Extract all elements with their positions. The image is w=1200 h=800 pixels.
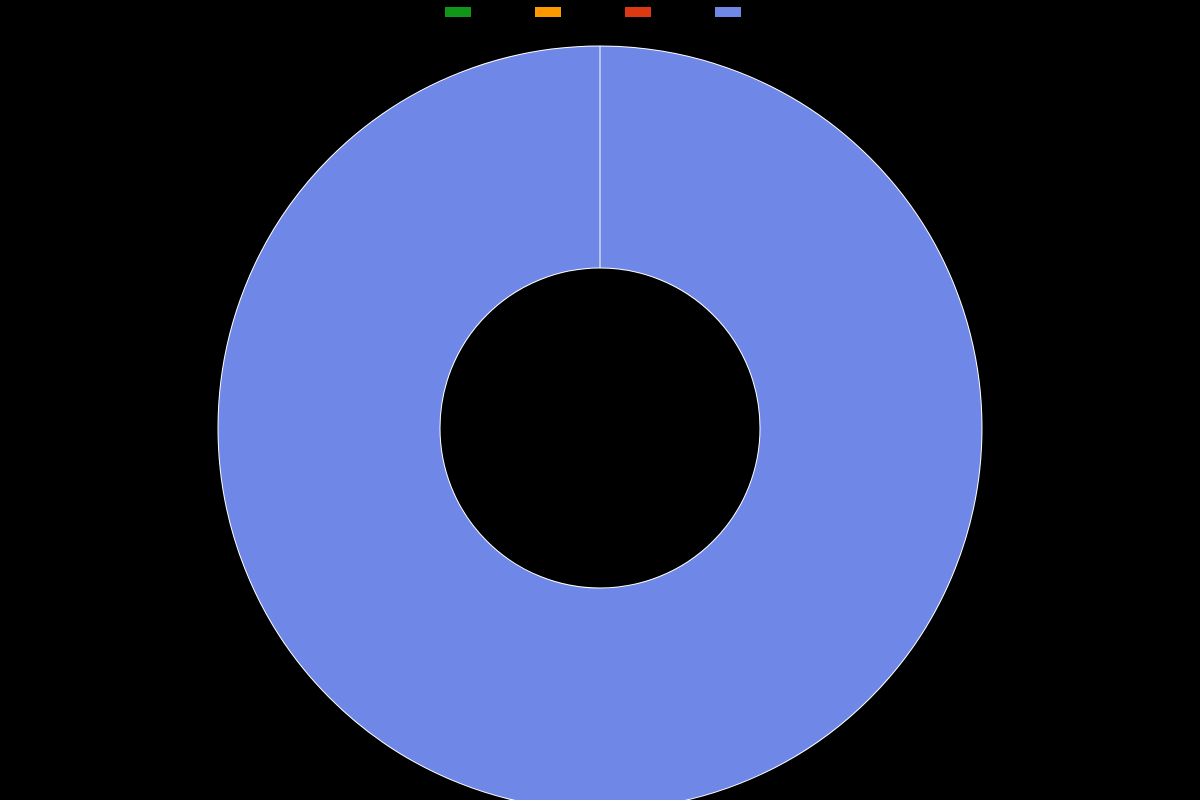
donut-chart [0, 14, 1200, 800]
donut-chart-wrap [0, 28, 1200, 800]
chart-container [0, 0, 1200, 800]
